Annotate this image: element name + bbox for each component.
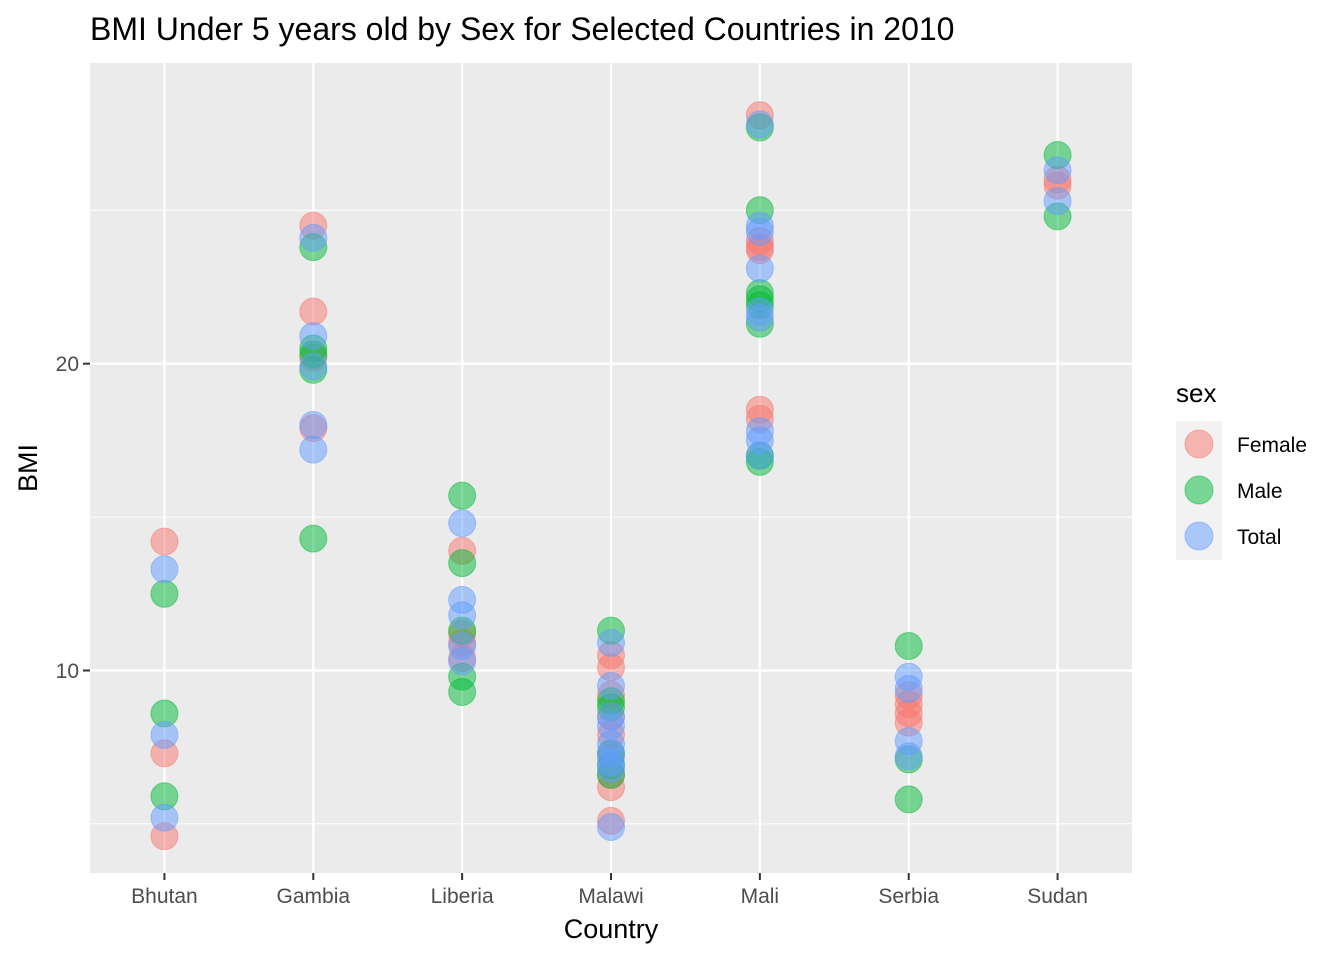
point-total xyxy=(299,411,328,440)
point-total xyxy=(597,628,625,657)
point-total xyxy=(894,742,923,771)
point-total xyxy=(448,601,477,630)
x-tick-label: Serbia xyxy=(878,885,939,908)
point-total xyxy=(299,352,328,381)
point-total xyxy=(745,441,774,470)
point-male xyxy=(448,677,477,706)
point-total xyxy=(745,254,774,283)
point-total xyxy=(745,110,774,139)
point-male xyxy=(299,524,328,553)
y-axis: 10 20 xyxy=(56,353,90,683)
point-total xyxy=(597,812,625,841)
point-total xyxy=(597,754,625,783)
x-axis: Bhutan Gambia Liberia Malawi Mali Serbia Sudan xyxy=(131,873,1088,908)
y-axis-title: BMI xyxy=(13,444,43,492)
y-tick-label: 10 xyxy=(56,660,79,683)
point-female xyxy=(299,297,328,326)
x-tick-label: Malawi xyxy=(578,885,643,908)
y-tick-label: 20 xyxy=(56,353,79,376)
point-male xyxy=(894,785,923,814)
point-male xyxy=(448,481,477,510)
x-tick-label: Sudan xyxy=(1027,885,1088,908)
point-total xyxy=(150,803,179,832)
legend-key-male xyxy=(1184,475,1214,505)
point-total xyxy=(1043,156,1072,185)
point-male xyxy=(150,579,179,608)
x-tick-label: Bhutan xyxy=(131,885,198,908)
legend-label-total: Total xyxy=(1237,526,1281,549)
chart-title: BMI Under 5 years old by Sex for Selecte… xyxy=(90,11,954,47)
x-tick-label: Gambia xyxy=(277,885,351,908)
legend-label-male: Male xyxy=(1237,480,1283,503)
point-total xyxy=(299,435,328,464)
point-total xyxy=(150,720,179,749)
legend-key-female xyxy=(1184,429,1214,459)
point-total xyxy=(745,217,774,246)
x-tick-label: Liberia xyxy=(431,885,494,908)
legend: sex Female Male Total xyxy=(1176,378,1307,560)
point-total xyxy=(448,647,477,676)
point-total xyxy=(597,671,625,700)
point-total xyxy=(299,223,328,252)
point-male xyxy=(894,631,923,660)
data-points xyxy=(150,101,1072,851)
point-total xyxy=(1043,187,1072,216)
legend-key-total xyxy=(1184,521,1214,551)
point-total xyxy=(150,555,179,584)
x-axis-title: Country xyxy=(564,914,659,944)
point-female xyxy=(150,527,179,556)
point-total xyxy=(299,322,328,351)
point-total xyxy=(894,674,923,703)
point-male xyxy=(448,549,477,578)
point-total xyxy=(448,509,477,538)
x-tick-label: Mali xyxy=(741,885,780,908)
legend-label-female: Female xyxy=(1237,434,1307,457)
point-total xyxy=(745,303,774,332)
legend-title: sex xyxy=(1176,378,1216,408)
